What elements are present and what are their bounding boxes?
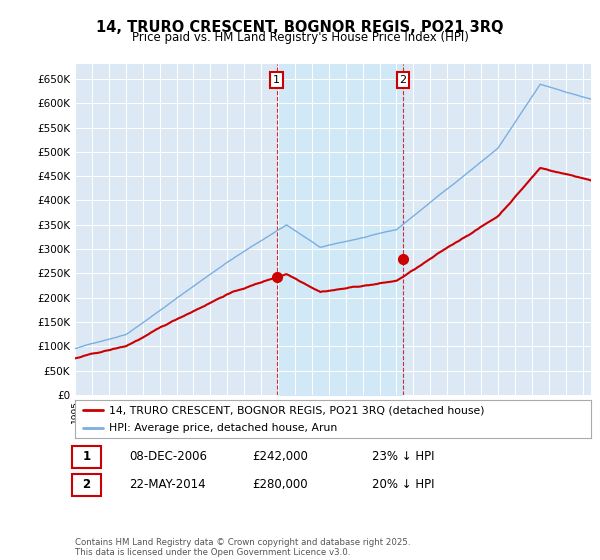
Text: Contains HM Land Registry data © Crown copyright and database right 2025.
This d: Contains HM Land Registry data © Crown c…: [75, 538, 410, 557]
Text: 14, TRURO CRESCENT, BOGNOR REGIS, PO21 3RQ (detached house): 14, TRURO CRESCENT, BOGNOR REGIS, PO21 3…: [109, 405, 484, 415]
Text: 1: 1: [273, 75, 280, 85]
Text: HPI: Average price, detached house, Arun: HPI: Average price, detached house, Arun: [109, 423, 337, 433]
Text: 22-MAY-2014: 22-MAY-2014: [129, 478, 206, 491]
Text: 2: 2: [82, 478, 91, 491]
Text: 23% ↓ HPI: 23% ↓ HPI: [372, 450, 434, 463]
Text: 14, TRURO CRESCENT, BOGNOR REGIS, PO21 3RQ: 14, TRURO CRESCENT, BOGNOR REGIS, PO21 3…: [96, 20, 504, 35]
Text: 2: 2: [400, 75, 407, 85]
Text: Price paid vs. HM Land Registry's House Price Index (HPI): Price paid vs. HM Land Registry's House …: [131, 31, 469, 44]
Text: 20% ↓ HPI: 20% ↓ HPI: [372, 478, 434, 491]
Text: £280,000: £280,000: [252, 478, 308, 491]
Text: £242,000: £242,000: [252, 450, 308, 463]
Text: 08-DEC-2006: 08-DEC-2006: [129, 450, 207, 463]
Text: 1: 1: [82, 450, 91, 463]
